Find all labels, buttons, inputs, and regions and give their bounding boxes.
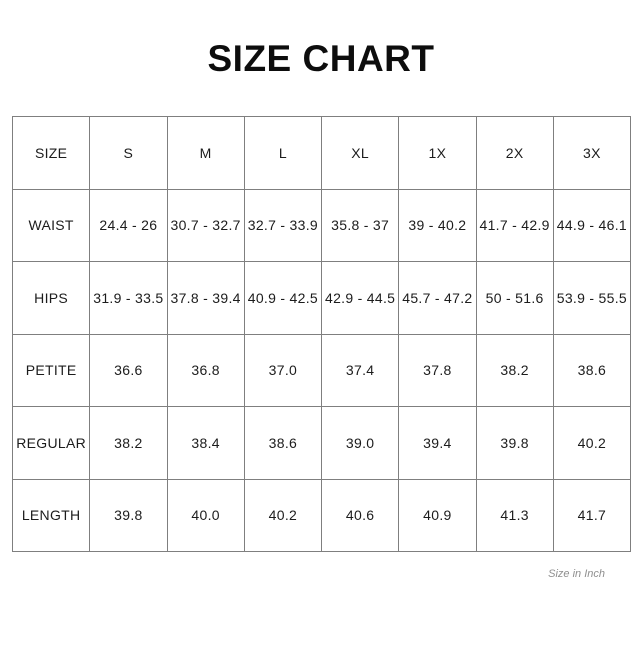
value-cell: 38.4 <box>166 406 245 480</box>
value-cell: 40.2 <box>552 406 632 480</box>
value-cell: 40.0 <box>166 478 245 552</box>
table-row-length: LENGTH 39.8 40.0 40.2 40.6 40.9 41.3 41.7 <box>11 478 632 552</box>
table-row-regular: REGULAR 38.2 38.4 38.6 39.0 39.4 39.8 40.2 <box>11 406 632 480</box>
value-cell: 39 - 40.2 <box>398 188 477 262</box>
value-cell: 40.9 <box>398 478 477 552</box>
value-cell: 41.3 <box>475 478 554 552</box>
value-cell: 32.7 - 33.9 <box>243 188 323 262</box>
value-cell: 31.9 - 33.5 <box>89 261 168 335</box>
header-cell-l: L <box>243 116 323 190</box>
value-cell: 44.9 - 46.1 <box>552 188 632 262</box>
table-row-hips: HIPS 31.9 - 33.5 37.8 - 39.4 40.9 - 42.5 42.… <box>11 261 632 335</box>
value-cell: 38.6 <box>552 333 632 407</box>
value-cell: 37.8 - 39.4 <box>166 261 245 335</box>
header-cell-2x: 2X <box>475 116 554 190</box>
header-cell-size: SIZE <box>11 116 91 190</box>
value-cell: 41.7 <box>552 478 632 552</box>
header-cell-xl: XL <box>320 116 400 190</box>
value-cell: 37.4 <box>320 333 400 407</box>
value-cell: 39.4 <box>398 406 477 480</box>
value-cell: 40.2 <box>243 478 323 552</box>
value-cell: 36.6 <box>89 333 168 407</box>
value-cell: 45.7 - 47.2 <box>398 261 477 335</box>
size-chart-table: SIZE S M L XL 1X 2X 3X WAIST 24.4 - 26 30.7 - 32.… <box>11 116 632 552</box>
value-cell: 35.8 - 37 <box>320 188 400 262</box>
value-cell: 38.2 <box>89 406 168 480</box>
value-cell: 24.4 - 26 <box>89 188 168 262</box>
value-cell: 40.9 - 42.5 <box>243 261 323 335</box>
row-label: PETITE <box>11 333 91 407</box>
value-cell: 38.2 <box>475 333 554 407</box>
value-cell: 50 - 51.6 <box>475 261 554 335</box>
header-row: SIZE S M L XL 1X 2X 3X <box>11 116 632 190</box>
header-cell-m: M <box>166 116 245 190</box>
value-cell: 30.7 - 32.7 <box>166 188 245 262</box>
value-cell: 39.0 <box>320 406 400 480</box>
value-cell: 42.9 - 44.5 <box>320 261 400 335</box>
value-cell: 37.8 <box>398 333 477 407</box>
row-label: WAIST <box>11 188 91 262</box>
row-label: HIPS <box>11 261 91 335</box>
table-row-petite: PETITE 36.6 36.8 37.0 37.4 37.8 38.2 38.6 <box>11 333 632 407</box>
row-label: REGULAR <box>11 406 91 480</box>
value-cell: 53.9 - 55.5 <box>552 261 632 335</box>
value-cell: 36.8 <box>166 333 245 407</box>
table-row-waist: WAIST 24.4 - 26 30.7 - 32.7 32.7 - 33.9 35.8… <box>11 188 632 262</box>
value-cell: 40.6 <box>320 478 400 552</box>
page-title: SIZE CHART <box>207 38 435 79</box>
value-cell: 38.6 <box>243 406 323 480</box>
row-label: LENGTH <box>11 478 91 552</box>
value-cell: 39.8 <box>89 478 168 552</box>
value-cell: 41.7 - 42.9 <box>475 188 554 262</box>
value-cell: 37.0 <box>243 333 323 407</box>
unit-note: Size in Inch <box>548 568 605 580</box>
header-cell-3x: 3X <box>552 116 632 190</box>
header-cell-s: S <box>89 116 168 190</box>
header-cell-1x: 1X <box>398 116 477 190</box>
value-cell: 39.8 <box>475 406 554 480</box>
